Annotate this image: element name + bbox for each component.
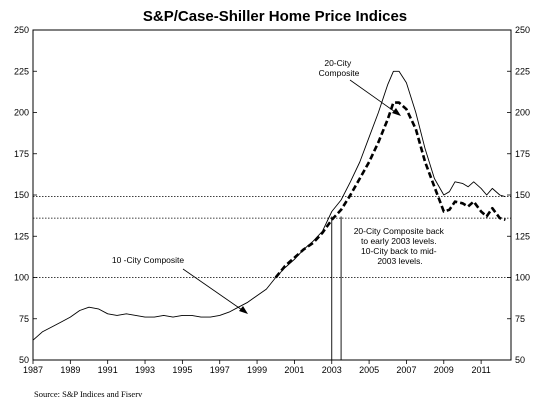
y-axis-left: 50 75 100 125 150 175 200 225 250 [14,25,37,365]
y-tick-label: 200 [14,108,29,118]
x-tick-label: 1987 [23,365,43,375]
x-tick-label: 2009 [434,365,454,375]
y-tick-label: 100 [14,273,29,283]
annotation-levels-note: 20-City Composite back to early 2003 lev… [354,226,447,266]
y-tick-label: 250 [515,25,530,35]
x-tick-label: 2003 [322,365,342,375]
y-tick-label: 175 [515,149,530,159]
y-tick-label: 50 [19,355,29,365]
annotation-20-city: 20-City Composite [319,58,360,78]
annotation-10-city: 10 -City Composite [112,255,185,265]
y-tick-label: 225 [14,66,29,76]
annotation-arrow-10-city [182,268,246,313]
y-tick-label: 225 [515,66,530,76]
chart-title: S&P/Case-Shiller Home Price Indices [143,8,407,25]
y-tick-label: 50 [515,355,525,365]
x-tick-label: 1989 [60,365,80,375]
y-tick-label: 175 [14,149,29,159]
x-tick-label: 1991 [98,365,118,375]
x-tick-label: 1995 [172,365,192,375]
x-tick-label: 2011 [471,365,490,375]
annotation-line: 2003 levels. [377,256,422,266]
y-axis-right: 50 75 100 125 150 175 200 225 250 [507,25,530,365]
annotation-line: 10 -City Composite [112,255,185,265]
annotation-arrowhead-20-city [392,108,401,116]
x-axis: 1987 1989 1991 1993 1995 1997 1999 2001 2003 2005… [23,360,491,375]
series-line-10-city [32,70,506,341]
y-tick-label: 250 [14,25,29,35]
y-tick-label: 150 [14,190,29,200]
y-tick-label: 125 [14,231,29,241]
reference-lines [33,196,511,278]
series-layer [32,70,506,341]
vertical-markers [331,216,342,360]
y-tick-label: 75 [19,314,29,324]
annotation-arrow-20-city [349,79,399,115]
plot-frame [32,29,512,361]
x-tick-label: 1993 [135,365,155,375]
annotation-line: to early 2003 levels. [361,236,437,246]
y-tick-label: 100 [515,273,530,283]
y-tick-label: 125 [515,231,530,241]
annotation-arrowhead-10-city [239,306,248,314]
annotation-line: 20-City Composite back [354,226,445,236]
series-line-20-city [274,101,506,279]
annotation-line: 20-City [324,58,352,68]
y-tick-label: 200 [515,108,530,118]
y-tick-label: 75 [515,314,525,324]
x-tick-label: 2007 [396,365,416,375]
annotation-line: Composite [319,68,360,78]
source-note: Source: S&P Indices and Fiserv [34,389,143,399]
x-tick-label: 2005 [359,365,379,375]
x-tick-label: 1999 [247,365,267,375]
x-tick-label: 2001 [284,365,304,375]
y-tick-label: 150 [515,190,530,200]
x-tick-label: 1997 [210,365,230,375]
annotation-line: 10-City back to mid- [361,246,437,256]
